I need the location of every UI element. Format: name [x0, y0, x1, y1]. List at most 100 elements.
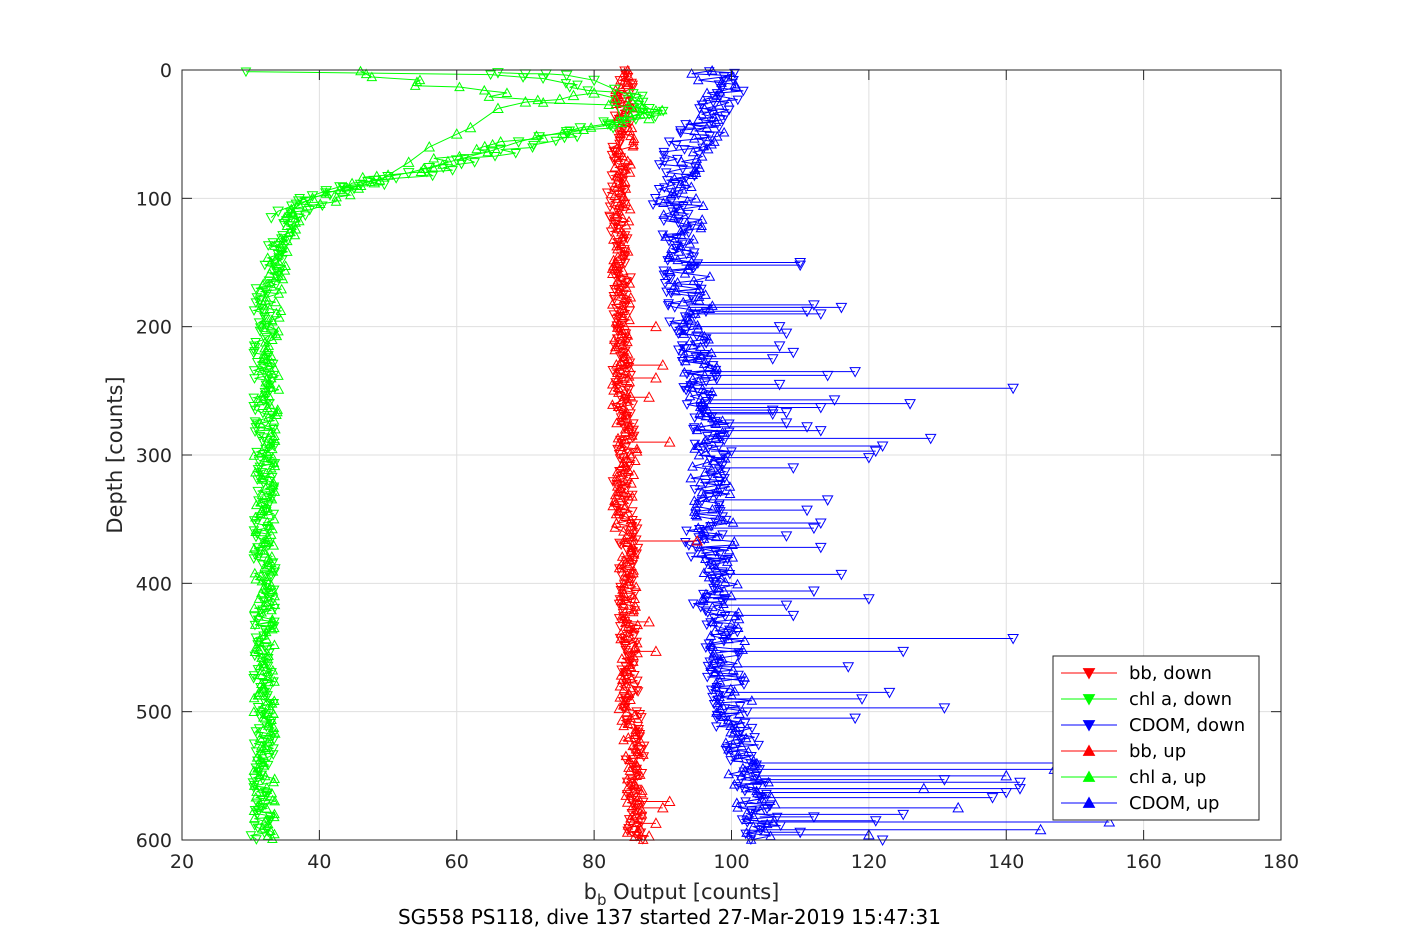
data-point	[560, 127, 573, 138]
data-point	[616, 610, 628, 621]
data-point	[1000, 769, 1013, 781]
data-point	[780, 600, 793, 612]
data-point	[604, 202, 616, 213]
data-point	[261, 633, 272, 644]
data-point	[692, 319, 703, 330]
x-axis-label-rest: Output [counts]	[607, 880, 780, 904]
data-point	[620, 162, 631, 173]
data-point	[714, 507, 726, 517]
data-point	[669, 303, 681, 313]
data-point	[702, 608, 714, 618]
spikes-chl-up	[279, 87, 662, 223]
data-point	[713, 582, 724, 593]
data-point	[745, 834, 757, 844]
data-point	[673, 218, 684, 229]
data-point	[756, 793, 768, 803]
data-point	[260, 380, 272, 391]
data-point	[723, 768, 735, 779]
data-point	[271, 409, 282, 420]
data-point	[620, 635, 631, 646]
data-point	[716, 77, 727, 87]
data-point	[262, 661, 274, 672]
data-point	[679, 366, 690, 377]
data-point	[240, 67, 252, 78]
data-point	[289, 229, 301, 240]
data-point	[622, 621, 634, 631]
data-point	[250, 532, 262, 543]
data-point	[700, 289, 711, 299]
data-point	[686, 291, 698, 302]
data-point	[293, 213, 305, 223]
data-point	[262, 666, 274, 677]
data-point	[624, 448, 636, 459]
data-point	[632, 619, 644, 630]
data-point	[703, 520, 714, 531]
data-point	[620, 701, 632, 711]
data-point	[821, 370, 834, 382]
data-point	[741, 807, 753, 818]
data-point	[707, 650, 719, 661]
data-point	[620, 183, 632, 193]
data-point	[1103, 816, 1116, 827]
data-point	[250, 747, 262, 758]
x-tick-label: 120	[851, 851, 887, 873]
data-point	[701, 457, 713, 467]
data-point	[705, 685, 717, 696]
data-point	[447, 166, 458, 176]
data-point	[630, 581, 642, 591]
data-point	[658, 150, 670, 161]
data-point	[258, 387, 270, 397]
data-point	[698, 358, 710, 368]
data-point	[897, 809, 910, 821]
data-point	[715, 654, 726, 665]
data-point	[721, 556, 733, 566]
data-point	[264, 303, 276, 313]
data-point	[612, 401, 624, 411]
data-point	[621, 406, 633, 417]
legend-swatch-marker	[1082, 744, 1096, 756]
data-point	[262, 421, 274, 431]
data-point	[255, 286, 266, 296]
data-point	[268, 509, 280, 520]
data-point	[550, 136, 562, 147]
data-point	[483, 91, 495, 101]
data-point	[354, 179, 367, 191]
data-point	[679, 145, 690, 155]
data-point	[262, 736, 274, 747]
data-point	[718, 598, 729, 608]
data-point	[697, 593, 709, 603]
data-point	[685, 335, 696, 346]
data-point	[609, 522, 621, 532]
data-point	[262, 818, 274, 829]
data-point	[262, 760, 274, 771]
data-point	[379, 180, 390, 191]
data-point	[334, 182, 346, 193]
data-point	[608, 92, 621, 103]
y-tick-label: 500	[136, 702, 172, 724]
data-point	[626, 430, 638, 440]
data-point	[266, 604, 277, 615]
data-point	[267, 565, 279, 576]
data-point	[248, 739, 260, 750]
data-point	[658, 147, 670, 158]
x-tick-label: 180	[1263, 851, 1299, 873]
data-point	[671, 204, 683, 214]
data-layer	[240, 64, 1116, 847]
data-point	[582, 86, 594, 96]
y-tick-label: 400	[136, 573, 172, 595]
data-point	[684, 390, 696, 401]
data-point	[732, 95, 744, 106]
data-point	[337, 183, 349, 193]
data-point	[677, 296, 689, 307]
data-point	[610, 496, 622, 507]
data-point	[780, 328, 793, 340]
data-point	[670, 285, 681, 296]
data-point	[675, 126, 686, 136]
data-point	[257, 279, 269, 289]
data-point	[572, 80, 583, 91]
y-tick-label: 600	[136, 830, 172, 852]
data-point	[631, 443, 643, 453]
data-point	[687, 169, 699, 180]
data-point	[732, 622, 744, 633]
data-point	[623, 371, 635, 381]
